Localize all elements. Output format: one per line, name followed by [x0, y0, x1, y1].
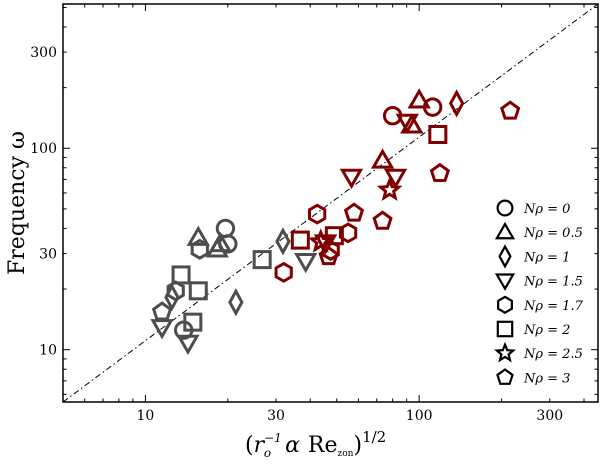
marker-pentagon-red — [372, 210, 393, 230]
x-axis-r-sup: −1 — [264, 431, 282, 445]
marker-pentagon-red — [429, 162, 450, 183]
marker-pentagon-red — [500, 100, 521, 120]
marker-hexagon-gray — [190, 238, 209, 260]
marker-triangle-down-gray — [294, 252, 318, 274]
y-tick-label: 300 — [30, 45, 57, 61]
legend-label: Nρ = 1.5 — [523, 275, 583, 290]
y-tick-label: 30 — [39, 247, 57, 263]
x-tick-label: 30 — [267, 408, 285, 424]
marker-star-red — [307, 228, 334, 253]
marker-diamond-gray — [228, 288, 244, 317]
y-tick-label: 10 — [39, 343, 57, 359]
reference-line — [63, 4, 598, 402]
legend-marker-pentagon — [496, 368, 514, 385]
x-tick-label: 100 — [406, 408, 433, 424]
marker-triangle-up-gray — [208, 231, 233, 253]
x-tick-label: 10 — [136, 408, 154, 424]
marker-hexagon-red — [274, 261, 293, 283]
legend-label: Nρ = 0 — [523, 202, 570, 217]
marker-star-red — [376, 176, 403, 201]
marker-triangle-down-gray — [176, 334, 200, 355]
legend-label: Nρ = 2 — [523, 323, 570, 338]
x-axis-close-paren: ) — [353, 433, 362, 458]
y-axis-title: Frequency ω — [5, 131, 30, 275]
legend-label: Nρ = 0.5 — [523, 226, 583, 241]
legend-marker-star — [494, 341, 516, 363]
x-axis-power: 1/2 — [362, 428, 386, 446]
marker-diamond-red — [448, 89, 465, 118]
marker-square-red — [324, 226, 344, 246]
marker-hexagon-gray — [166, 280, 185, 302]
x-axis-r: r — [254, 433, 266, 458]
legend-label: Nρ = 1.7 — [523, 299, 584, 314]
marker-triangle-up-red — [400, 113, 424, 134]
x-axis-open-paren: ( — [245, 433, 254, 458]
legend-label: Nρ = 2.5 — [523, 347, 583, 362]
legend-marker-square — [496, 320, 514, 338]
legend-marker-triangle-up — [494, 221, 516, 240]
legend-marker-diamond — [498, 244, 512, 269]
plot-frame — [62, 3, 599, 403]
legend-marker-hexagon — [497, 295, 513, 314]
legend-marker-circle — [496, 199, 514, 217]
x-tick-label: 300 — [536, 408, 563, 424]
x-axis-re-sub: zon — [338, 449, 354, 459]
x-axis-r-sub: o — [264, 446, 271, 460]
marker-square-gray — [188, 281, 208, 301]
marker-diamond-gray — [275, 227, 291, 256]
legend: Nρ = 0 Nρ = 0.5 Nρ = 1 Nρ = 1.5 Nρ = 1.7 Nρ =… — [494, 199, 584, 386]
legend-label: Nρ = 1 — [523, 250, 570, 265]
data-markers — [150, 88, 521, 355]
legend-label: Nρ = 3 — [523, 371, 570, 386]
marker-square-red — [428, 125, 448, 145]
marker-square-red — [290, 230, 310, 250]
marker-pentagon-red — [318, 245, 339, 266]
marker-pentagon-red — [343, 202, 365, 222]
marker-triangle-up-gray — [186, 225, 210, 246]
marker-triangle-down-red — [395, 113, 419, 134]
x-axis-re: Re — [308, 433, 338, 458]
legend-marker-triangle-down — [494, 273, 516, 291]
marker-triangle-down-gray — [150, 319, 174, 340]
marker-triangle-down-red — [383, 168, 408, 189]
marker-hexagon-red — [308, 203, 327, 225]
y-tick-label: 100 — [30, 141, 57, 157]
marker-triangle-up-red — [407, 88, 431, 109]
marker-triangle-up-red — [370, 148, 395, 169]
x-axis-alpha: α — [285, 433, 300, 458]
marker-square-gray — [171, 265, 191, 285]
marker-square-gray — [183, 312, 203, 332]
marker-triangle-down-red — [339, 168, 364, 189]
marker-pentagon-gray — [151, 301, 173, 321]
x-axis-title: (r−1 o α Rezon)1/2 — [245, 428, 386, 460]
marker-square-gray — [252, 250, 272, 270]
axis-ticks: 10 30 100 300 10 30 100 300 — [30, 4, 598, 424]
